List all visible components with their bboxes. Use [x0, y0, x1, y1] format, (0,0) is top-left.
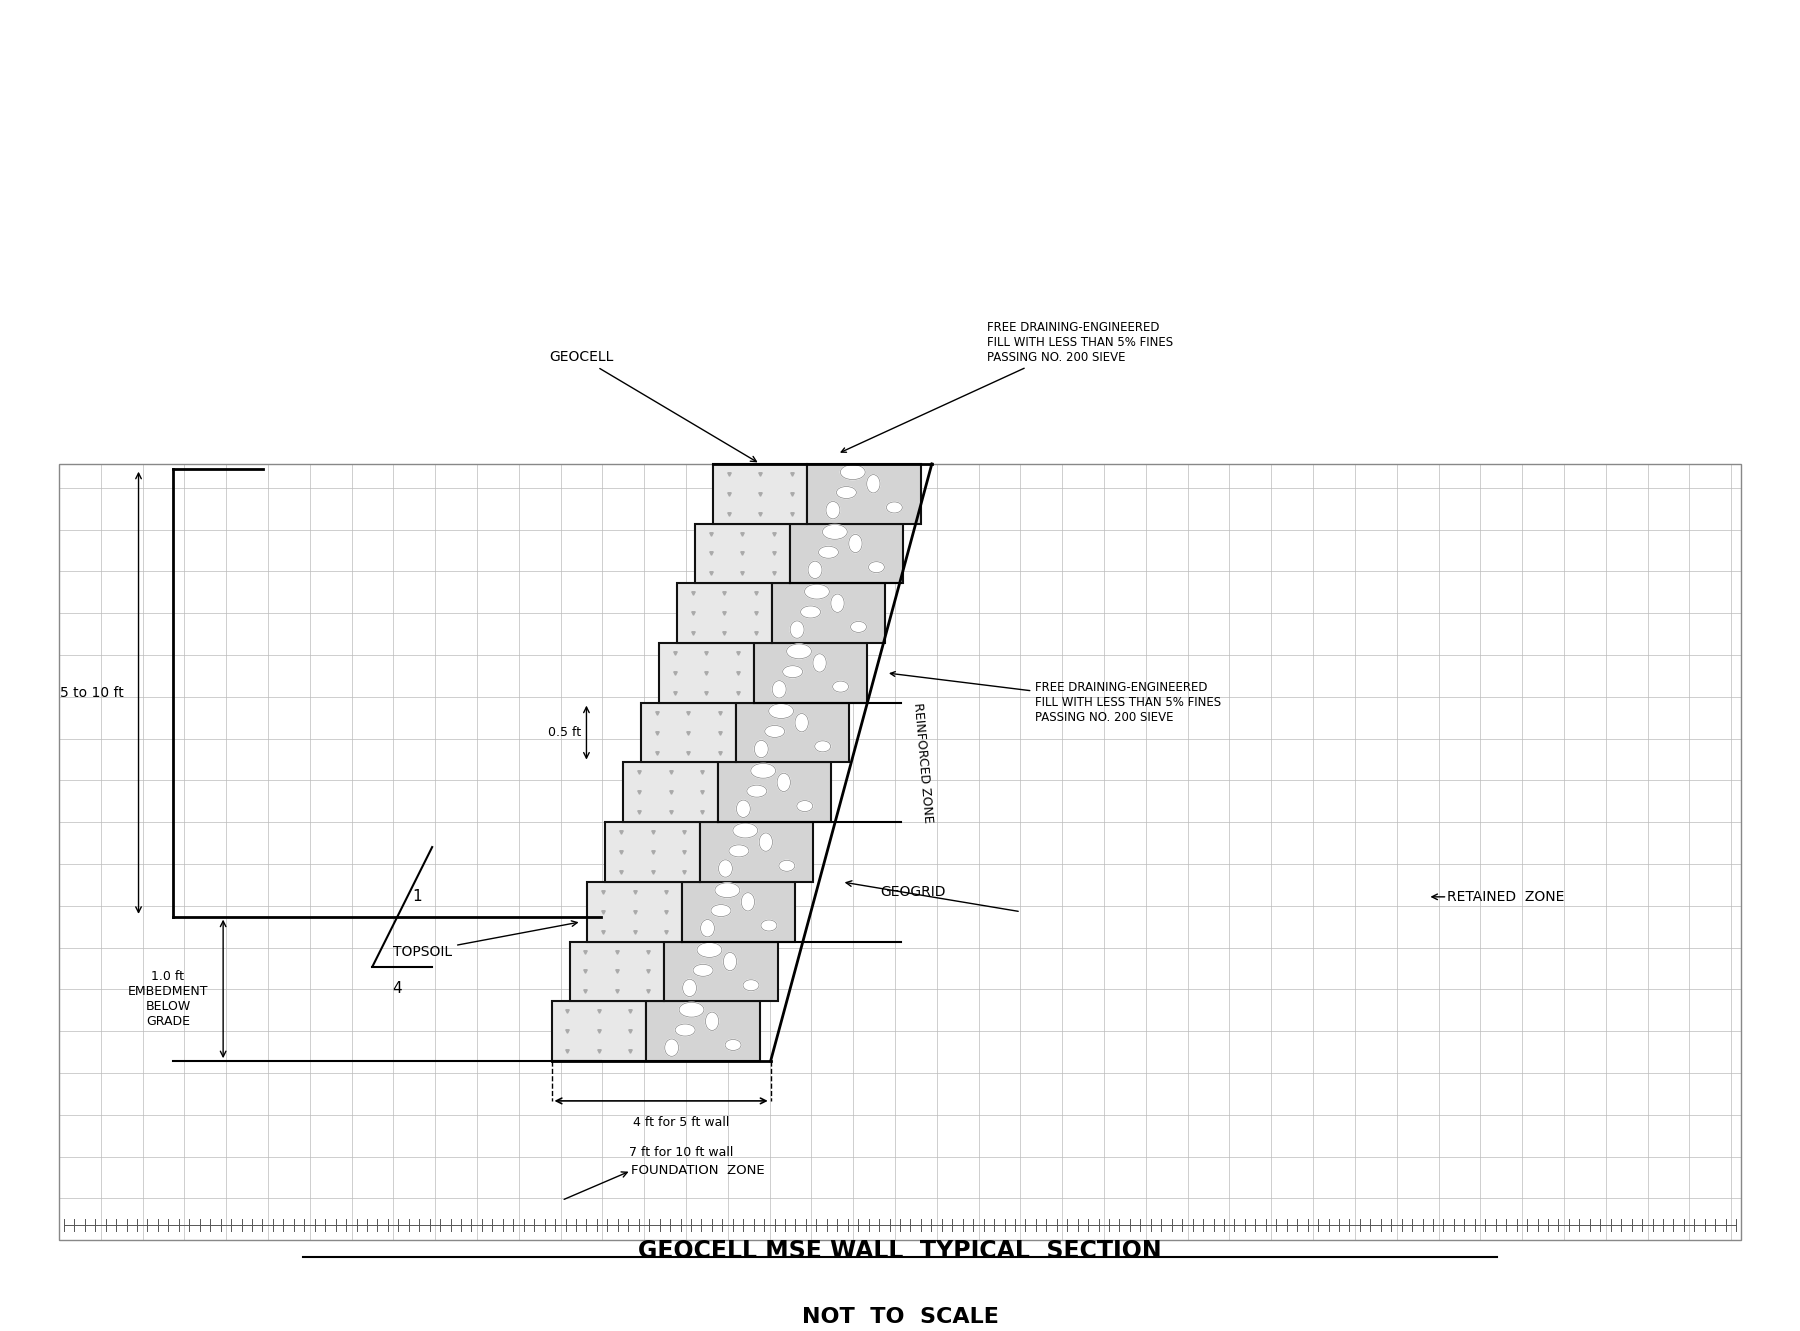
Text: TOPSOIL: TOPSOIL — [392, 921, 578, 958]
Bar — [659, 643, 754, 703]
Text: 1.0 ft
EMBEDMENT
BELOW
GRADE: 1.0 ft EMBEDMENT BELOW GRADE — [128, 970, 209, 1028]
Ellipse shape — [765, 725, 785, 737]
Bar — [551, 1001, 646, 1061]
Ellipse shape — [675, 1024, 695, 1036]
Ellipse shape — [769, 704, 794, 719]
Text: NOT  TO  SCALE: NOT TO SCALE — [801, 1307, 999, 1327]
Text: 4: 4 — [392, 981, 401, 997]
Ellipse shape — [778, 773, 790, 792]
Ellipse shape — [718, 860, 733, 877]
Ellipse shape — [760, 833, 772, 852]
Ellipse shape — [837, 487, 857, 499]
Ellipse shape — [783, 666, 803, 677]
Text: 5 to 10 ft: 5 to 10 ft — [59, 685, 124, 700]
Bar — [772, 583, 886, 643]
Ellipse shape — [851, 622, 866, 632]
Ellipse shape — [841, 465, 866, 479]
Bar — [569, 941, 664, 1001]
Text: RETAINED  ZONE: RETAINED ZONE — [1447, 890, 1564, 904]
Ellipse shape — [706, 1012, 718, 1030]
Ellipse shape — [682, 980, 697, 997]
Text: 7 ft for 10 ft wall: 7 ft for 10 ft wall — [628, 1146, 733, 1159]
Text: 1: 1 — [412, 889, 421, 904]
Ellipse shape — [832, 594, 844, 612]
Ellipse shape — [715, 882, 740, 897]
Ellipse shape — [664, 1040, 679, 1057]
Ellipse shape — [711, 905, 731, 917]
Ellipse shape — [743, 980, 760, 990]
Bar — [587, 882, 682, 941]
Text: FREE DRAINING-ENGINEERED
FILL WITH LESS THAN 5% FINES
PASSING NO. 200 SIEVE: FREE DRAINING-ENGINEERED FILL WITH LESS … — [891, 672, 1222, 724]
Bar — [718, 763, 832, 823]
Text: REINFORCED ZONE: REINFORCED ZONE — [911, 701, 934, 823]
Ellipse shape — [700, 920, 715, 937]
Text: GEOCELL MSE WALL  TYPICAL  SECTION: GEOCELL MSE WALL TYPICAL SECTION — [639, 1239, 1161, 1263]
Text: GEOCELL: GEOCELL — [549, 350, 756, 462]
Ellipse shape — [868, 562, 884, 572]
Bar — [713, 463, 808, 523]
Ellipse shape — [751, 764, 776, 779]
Bar — [736, 703, 850, 763]
Text: FOUNDATION  ZONE: FOUNDATION ZONE — [632, 1165, 765, 1177]
Bar — [754, 643, 868, 703]
Ellipse shape — [754, 740, 769, 757]
Bar — [664, 941, 778, 1001]
Ellipse shape — [815, 741, 830, 752]
Ellipse shape — [850, 534, 862, 552]
Ellipse shape — [790, 622, 805, 639]
Ellipse shape — [796, 713, 808, 732]
Ellipse shape — [724, 953, 736, 970]
Ellipse shape — [729, 845, 749, 857]
Bar — [790, 523, 904, 583]
Text: FREE DRAINING-ENGINEERED
FILL WITH LESS THAN 5% FINES
PASSING NO. 200 SIEVE: FREE DRAINING-ENGINEERED FILL WITH LESS … — [841, 321, 1174, 453]
Ellipse shape — [736, 800, 751, 817]
Ellipse shape — [805, 584, 830, 599]
Bar — [682, 882, 796, 941]
Bar — [646, 1001, 760, 1061]
Ellipse shape — [808, 562, 823, 579]
Text: GEOGRID: GEOGRID — [880, 885, 945, 898]
Ellipse shape — [779, 860, 796, 872]
Bar — [623, 763, 718, 823]
Bar — [641, 703, 736, 763]
Bar — [605, 823, 700, 882]
Text: 0.5 ft: 0.5 ft — [549, 727, 581, 739]
Bar — [695, 523, 790, 583]
Ellipse shape — [886, 502, 902, 512]
Ellipse shape — [693, 965, 713, 977]
Ellipse shape — [833, 681, 848, 692]
Ellipse shape — [797, 800, 814, 812]
Bar — [808, 463, 922, 523]
Ellipse shape — [679, 1002, 704, 1017]
Bar — [677, 583, 772, 643]
Bar — [700, 823, 814, 882]
Ellipse shape — [742, 893, 754, 910]
Ellipse shape — [761, 920, 778, 930]
Ellipse shape — [697, 942, 722, 957]
Ellipse shape — [787, 644, 812, 659]
Ellipse shape — [819, 546, 839, 558]
Ellipse shape — [866, 475, 880, 492]
Ellipse shape — [826, 502, 841, 519]
Ellipse shape — [814, 654, 826, 672]
Text: 4 ft for 5 ft wall: 4 ft for 5 ft wall — [634, 1115, 729, 1129]
Ellipse shape — [801, 606, 821, 618]
Ellipse shape — [725, 1040, 742, 1050]
Ellipse shape — [772, 680, 787, 697]
Ellipse shape — [747, 785, 767, 797]
Ellipse shape — [823, 524, 848, 539]
Ellipse shape — [733, 823, 758, 839]
